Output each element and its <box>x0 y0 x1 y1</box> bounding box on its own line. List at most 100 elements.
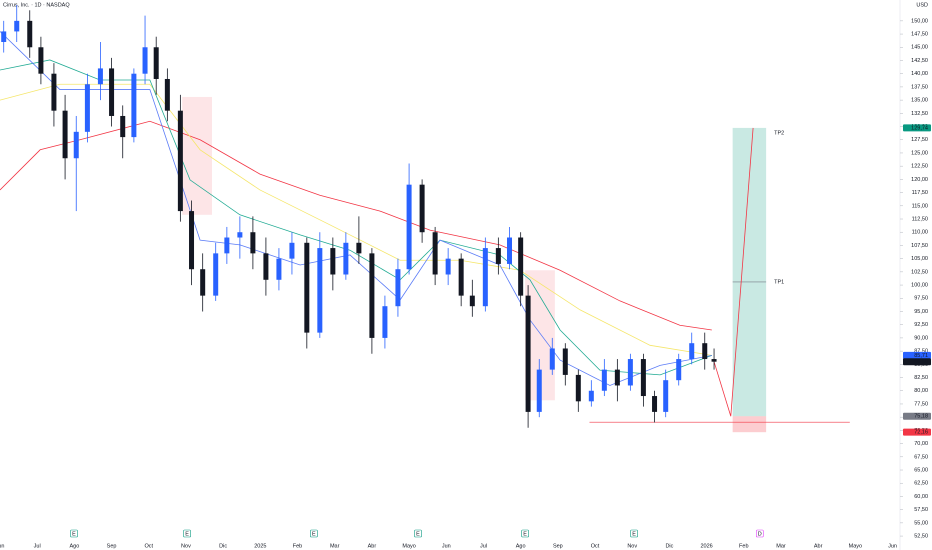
candle-body <box>382 306 388 338</box>
price-label-box <box>903 428 931 436</box>
candle-body <box>482 248 488 307</box>
chart-title: Cirrus, Inc. · 1D · NASDAQ <box>3 2 70 8</box>
candle-body <box>97 68 103 85</box>
candle-body <box>27 20 33 48</box>
candle-body <box>458 258 464 296</box>
candle-body <box>237 232 243 238</box>
y-tick-label: 87,50 <box>914 349 928 355</box>
earnings-marker-label: E <box>312 531 316 537</box>
x-tick-label: Mar <box>330 543 340 549</box>
y-tick-label: 112,50 <box>912 216 928 222</box>
x-tick-label: Mayo <box>402 543 415 549</box>
candle-body <box>663 380 669 412</box>
stop-zone <box>732 416 767 433</box>
candle-body <box>189 211 195 270</box>
x-tick-label: Mar <box>776 543 786 549</box>
earnings-marker-label: E <box>523 531 527 537</box>
y-tick-label: 140,00 <box>911 71 928 77</box>
x-tick-label: Mayo <box>849 543 862 549</box>
projection-path <box>713 127 754 417</box>
y-tick-label: 125,00 <box>911 150 928 156</box>
candle-body <box>73 131 79 159</box>
y-tick-label: 62,50 <box>914 481 928 487</box>
candle-body <box>536 369 542 412</box>
y-tick-label: 100,00 <box>911 283 928 289</box>
candle-body <box>406 184 412 270</box>
candle-body <box>469 295 475 307</box>
price-label-box <box>903 351 931 359</box>
y-tick-label: 92,50 <box>914 322 928 328</box>
candle-body <box>702 343 708 360</box>
candle-body <box>304 242 310 333</box>
earnings-marker <box>521 529 529 538</box>
candle-body <box>51 73 57 111</box>
candle-body <box>142 47 148 74</box>
candle-body <box>120 115 126 138</box>
candle-body <box>652 396 658 412</box>
x-tick-label: Jul <box>34 543 41 549</box>
earnings-marker <box>310 529 318 538</box>
candle-body <box>177 110 183 212</box>
earnings-marker <box>70 529 78 538</box>
y-tick-label: 82,50 <box>914 375 928 381</box>
candle-body <box>711 359 717 362</box>
candle-body <box>164 78 170 111</box>
y-tick-label: 95,00 <box>914 309 928 315</box>
dividend-marker-label: D <box>758 531 762 537</box>
price-label: 85,71 <box>914 353 928 359</box>
y-tick-label: 105,00 <box>911 256 928 262</box>
price-label: 85,50 <box>914 359 928 365</box>
x-tick-label: Jun <box>442 543 451 549</box>
candle-body <box>575 374 581 402</box>
y-tick-label: 120,00 <box>911 177 928 183</box>
candle-body <box>676 359 682 381</box>
candle-body <box>343 242 349 275</box>
x-tick-label: Jul <box>480 543 487 549</box>
candle-body <box>627 359 633 386</box>
zone <box>182 96 212 215</box>
y-tick-label: 77,50 <box>914 401 928 407</box>
price-label-box <box>903 358 931 366</box>
y-tick-label: 60,00 <box>914 494 928 500</box>
candle-body <box>38 47 44 74</box>
candle-body <box>518 237 524 296</box>
candle-body <box>601 369 607 391</box>
y-tick-label: 55,00 <box>914 520 928 526</box>
x-tick-label: Nov <box>627 543 637 549</box>
price-label: 129,74 <box>911 125 928 131</box>
candle-body <box>432 232 438 275</box>
candle-body <box>369 253 375 338</box>
price-label: 75,18 <box>914 414 928 420</box>
y-tick-label: 147,50 <box>911 32 928 38</box>
earnings-marker-label: E <box>632 531 636 537</box>
moving-average <box>0 120 712 331</box>
y-tick-label: 127,50 <box>911 137 928 143</box>
y-tick-label: 102,50 <box>911 269 928 275</box>
x-tick-label: Sep <box>107 543 117 549</box>
candle-body <box>131 73 137 138</box>
candle-body <box>213 253 219 296</box>
x-tick-label: 2026 <box>700 543 712 549</box>
price-label-box <box>903 124 931 132</box>
x-tick-label: Jun <box>0 543 4 549</box>
candle-body <box>507 237 513 264</box>
candle-body <box>689 343 695 360</box>
moving-average <box>0 59 712 376</box>
y-tick-label: 137,50 <box>911 84 928 90</box>
y-tick-label: 142,50 <box>911 58 928 64</box>
earnings-marker-label: E <box>185 531 189 537</box>
y-tick-label: 132,50 <box>911 111 928 117</box>
y-tick-label: 67,50 <box>914 454 928 460</box>
y-tick-label: 110,00 <box>912 230 928 236</box>
candle-body <box>276 258 282 280</box>
x-tick-label: Feb <box>293 543 302 549</box>
y-tick-label: 97,50 <box>914 296 928 302</box>
candle-body <box>62 110 68 159</box>
candle-body <box>289 242 295 259</box>
candle-body <box>640 359 646 397</box>
x-tick-label: Abr <box>814 543 823 549</box>
candle-body <box>153 47 159 79</box>
candle-body <box>84 84 90 132</box>
candle-body <box>562 348 568 375</box>
